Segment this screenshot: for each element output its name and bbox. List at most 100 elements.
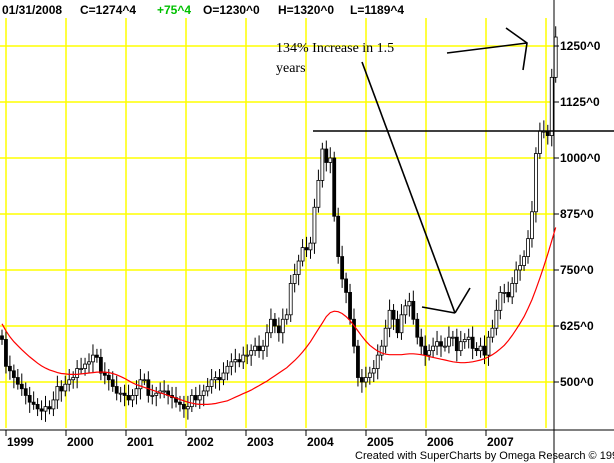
annotation-arrow-stroke <box>454 287 471 314</box>
candle-body <box>553 36 558 78</box>
x-tick-label: 2006 <box>427 435 454 449</box>
candle-body <box>344 278 348 293</box>
candle-body <box>510 283 515 298</box>
candle-body <box>142 379 147 382</box>
moving-average-line <box>1 227 557 405</box>
candle-body <box>83 363 87 369</box>
candle-body <box>182 403 186 410</box>
candle-body <box>134 388 139 396</box>
candle-body <box>371 368 376 374</box>
annotation-arrow <box>361 61 456 314</box>
candle-body <box>110 379 115 387</box>
candle-body <box>360 377 364 383</box>
candle-body <box>316 179 321 208</box>
candle-body <box>490 327 495 338</box>
candle-body <box>87 361 91 365</box>
candle-body <box>387 309 392 329</box>
candle-body <box>411 300 416 320</box>
x-tick-label: 1999 <box>7 435 34 449</box>
annotation-text: 134% Increase in 1.5 years <box>276 41 394 76</box>
candle-body <box>23 388 28 396</box>
candle-body <box>118 392 123 395</box>
candle-body <box>367 372 372 378</box>
candle-body <box>296 260 301 275</box>
candle-body <box>39 408 44 412</box>
candle-body <box>518 265 523 271</box>
candle-body <box>154 392 159 396</box>
candle-body <box>269 318 273 334</box>
candle-body <box>106 374 111 381</box>
candle-body <box>221 372 226 381</box>
candle-body <box>300 247 305 262</box>
y-axis: 500^0 625^0 750^0 875^0 1000^0 1125^0 1250^0 <box>554 39 601 389</box>
candle-body <box>225 365 230 374</box>
candle-body <box>522 256 526 266</box>
annotation-line-2: years <box>276 61 306 76</box>
candle-body <box>352 318 356 347</box>
candle-body <box>328 157 333 163</box>
y-tick-label: 875^0 <box>560 207 594 221</box>
y-tick-label: 1250^0 <box>560 39 601 53</box>
candle-body <box>502 291 507 294</box>
chart-series <box>0 26 558 422</box>
candle-body <box>71 377 76 381</box>
candle-body <box>114 386 119 394</box>
header-date: 01/31/2008 <box>2 3 62 17</box>
candle-body <box>55 386 60 401</box>
candle-body <box>201 390 206 396</box>
candle-body <box>150 395 155 397</box>
candle-body <box>229 361 234 367</box>
y-tick-label: 625^0 <box>560 319 594 333</box>
candle-body <box>233 359 238 363</box>
candle-body <box>265 332 269 347</box>
candle-body <box>102 372 107 376</box>
candle-body <box>498 291 503 311</box>
x-tick-label: 2000 <box>67 435 94 449</box>
candle-body <box>130 395 135 401</box>
candle-body <box>320 148 325 181</box>
header-change: +75^4 <box>157 3 191 17</box>
candle-body <box>336 215 341 257</box>
candle-body <box>526 238 530 257</box>
candle-body <box>494 309 499 329</box>
candle-body <box>486 336 491 356</box>
candle-body <box>415 318 420 338</box>
annotation: 134% Increase in 1.5 years <box>276 27 614 314</box>
candle-body <box>466 336 471 340</box>
candle-body <box>407 300 412 307</box>
x-axis: 1999 2000 2001 2002 2003 2004 2005 2006 2007 <box>5 430 514 449</box>
x-tick-label: 2004 <box>307 435 334 449</box>
credit-text: Created with SuperCharts by Omega Resear… <box>355 450 614 462</box>
candle-body <box>399 314 404 334</box>
candle-body <box>98 356 103 374</box>
candle-body <box>75 368 80 378</box>
candle-body <box>11 370 16 378</box>
candle-body <box>450 336 455 339</box>
candle-body <box>474 347 479 352</box>
y-tick-label: 500^0 <box>560 375 594 389</box>
candle-body <box>514 269 519 284</box>
x-tick-label: 2005 <box>367 435 394 449</box>
candle-body <box>193 395 198 401</box>
candle-body <box>91 354 95 363</box>
candle-body <box>209 379 214 387</box>
candle-body <box>79 368 83 370</box>
candle-body <box>280 318 285 334</box>
annotation-arrow-stroke <box>421 306 456 314</box>
candle-body <box>506 291 511 298</box>
candle-body <box>443 345 447 348</box>
candle-body <box>379 345 384 356</box>
candle-body <box>403 305 408 316</box>
annotation-arrow-top <box>446 42 528 54</box>
candle-body <box>95 354 99 358</box>
candle-body <box>249 350 254 356</box>
candle-body <box>0 335 4 340</box>
header-open: O=1230^0 <box>203 3 260 17</box>
candle-body <box>257 345 261 352</box>
candle-body <box>431 345 435 352</box>
candle-body <box>189 395 194 408</box>
candle-body <box>383 327 388 347</box>
candle-body <box>308 242 313 251</box>
candle-body <box>304 247 309 251</box>
candle-body <box>261 345 265 352</box>
